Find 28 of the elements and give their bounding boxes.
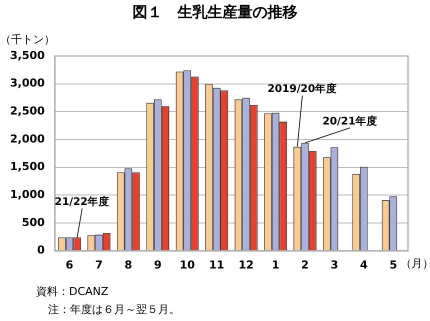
x-tick-label: 11 — [209, 258, 224, 272]
x-tick-label: 8 — [124, 258, 132, 272]
text: 資料：DCANZ — [36, 284, 108, 299]
annotation: 21/22年度 — [54, 194, 110, 208]
x-tick-label: 4 — [360, 258, 368, 272]
annotation: 2019/20年度 — [267, 82, 338, 96]
y-tick-label: 3,500 — [10, 48, 46, 62]
x-tick-label: 9 — [154, 258, 162, 272]
y-tick-label: 2,500 — [10, 104, 46, 118]
x-tick-label: 10 — [180, 258, 196, 272]
x-tick-label: 6 — [66, 258, 74, 272]
y-tick-label: 500 — [22, 216, 46, 229]
annotation: 20/21年度 — [322, 114, 378, 128]
y-axis-title: （千トン） — [0, 32, 55, 46]
y-tick-label: 0 — [37, 244, 46, 257]
x-tick-label: 7 — [95, 258, 103, 272]
y-tick-label: 1,000 — [10, 188, 46, 201]
x-tick-label: 5 — [389, 258, 398, 272]
y-tick-label: 2,000 — [10, 132, 46, 146]
text: 注：年度は６月～翌５月。 — [48, 302, 180, 317]
y-tick-label: 3,000 — [10, 76, 46, 90]
x-tick-label: 2 — [301, 258, 309, 272]
x-axis-title: （月） — [400, 257, 430, 270]
y-tick-label: 1,500 — [10, 160, 46, 174]
x-tick-label: 3 — [330, 258, 338, 272]
chart-title: 図１ 生乳生産量の推移 — [132, 3, 298, 22]
x-tick-label: 1 — [272, 258, 280, 272]
x-tick-label: 12 — [238, 258, 254, 272]
